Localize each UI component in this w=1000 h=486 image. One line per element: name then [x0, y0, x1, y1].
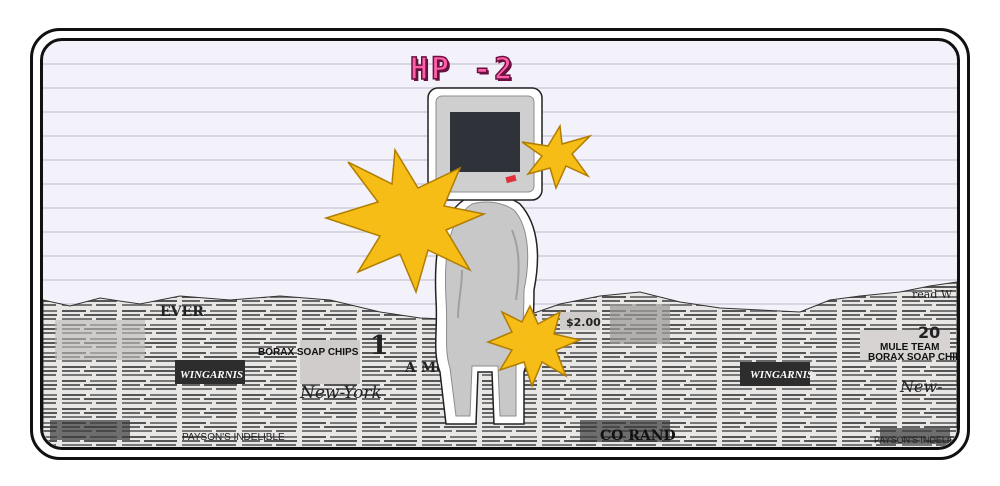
- news-text: EVER: [160, 304, 204, 320]
- svg-text:1: 1: [370, 331, 388, 361]
- news-text: CO RAND: [600, 428, 676, 444]
- power-light: [505, 174, 517, 184]
- impact-burst-large: [323, 147, 487, 295]
- news-text: BORAX SOAP CHIPS: [258, 347, 359, 358]
- news-text: WINGARNIS: [180, 369, 243, 381]
- news-text: WINGARNIS: [750, 369, 813, 381]
- hp-damage-indicator: HP -2: [409, 51, 516, 88]
- impact-burst-small-top: [521, 123, 593, 191]
- news-text: $2.00: [566, 316, 601, 329]
- news-text: 20: [918, 323, 940, 342]
- monitor-screen: [450, 112, 520, 172]
- news-text: New-York: [299, 383, 382, 403]
- news-text: New-: [899, 377, 943, 396]
- news-text: PAYSON'S INDELIBLE: [874, 435, 966, 445]
- news-text: BORAX SOAP CHIP: [868, 352, 962, 363]
- news-text: read W: [912, 288, 953, 301]
- impact-burst-small-bottom: [485, 304, 583, 389]
- news-text: PAYSON'S INDELIBLE: [182, 432, 285, 443]
- news-text: MULE TEAM: [880, 342, 939, 353]
